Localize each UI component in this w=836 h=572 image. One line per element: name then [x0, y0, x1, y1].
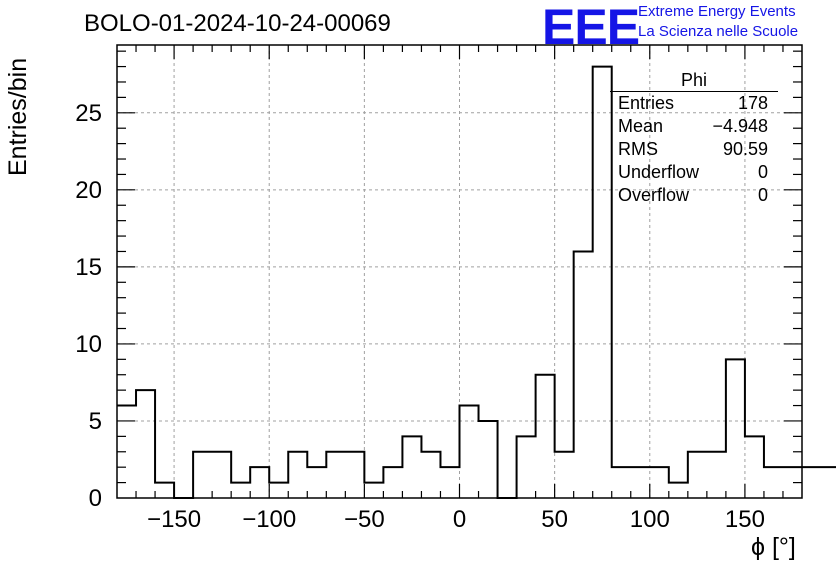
stats-box: Phi Entries 178 Mean −4.948 RMS 90.59 Un… — [610, 70, 778, 207]
eee-logo-caption-2: La Scienza nelle Scuole — [638, 23, 799, 40]
stats-row-overflow: Overflow 0 — [610, 184, 778, 207]
stats-label: Entries — [618, 93, 675, 113]
y-tick-label: 15 — [75, 254, 102, 281]
y-tick-label: 20 — [75, 177, 102, 204]
histogram-bin — [726, 359, 745, 498]
y-tick-label: 25 — [75, 100, 102, 127]
histogram-bin — [345, 452, 364, 498]
stats-title: Phi — [610, 70, 778, 92]
histogram-bin — [421, 452, 440, 498]
histogram-bin — [707, 452, 726, 498]
histogram-bin — [631, 467, 650, 498]
stats-value: 90.59 — [722, 139, 768, 159]
histogram-bin — [326, 452, 345, 498]
x-tick-label: −50 — [344, 506, 385, 533]
stats-label: Underflow — [618, 162, 700, 182]
ticks-layer — [117, 45, 802, 498]
stats-label: Mean — [618, 116, 664, 136]
stats-row-mean: Mean −4.948 — [610, 115, 778, 138]
stats-value: 0 — [757, 162, 768, 182]
stats-value: 0 — [757, 185, 768, 205]
y-axis-label: Entries/bin — [4, 57, 32, 176]
histogram-bin — [402, 436, 421, 498]
histogram-bin — [250, 467, 269, 498]
histogram-bin — [383, 467, 402, 498]
eee-logo: EEE — [542, 0, 640, 55]
stats-row-rms: RMS 90.59 — [610, 138, 778, 161]
x-tick-label: 50 — [541, 506, 568, 533]
histogram-bin — [745, 436, 764, 498]
x-tick-label: 150 — [725, 506, 765, 533]
x-tick-label: 0 — [453, 506, 466, 533]
histogram-bin — [460, 406, 479, 498]
histogram-bin — [688, 452, 707, 498]
eee-logo-caption-1: Extreme Energy Events — [638, 3, 796, 20]
run-title: BOLO-01-2024-10-24-00069 — [84, 10, 391, 37]
y-tick-label: 10 — [75, 331, 102, 358]
histogram-bin — [802, 467, 821, 498]
stats-label: RMS — [618, 139, 658, 159]
histogram-bin — [231, 483, 250, 498]
stats-row-underflow: Underflow 0 — [610, 161, 778, 184]
y-tick-label: 0 — [89, 485, 102, 512]
histogram-bin — [593, 67, 612, 498]
histogram-bin — [517, 436, 536, 498]
stats-row-entries: Entries 178 — [610, 92, 778, 115]
histogram-bin — [650, 467, 669, 498]
histogram-bin — [155, 483, 174, 498]
histogram-bin — [612, 467, 631, 498]
histogram-bin — [136, 390, 155, 498]
stats-label: Overflow — [618, 185, 690, 205]
histogram-bin — [212, 452, 231, 498]
grid-layer — [117, 45, 802, 498]
histogram-bin — [288, 452, 307, 498]
histogram-bin — [536, 375, 555, 498]
x-tick-label: −100 — [242, 506, 296, 533]
histogram-bin — [269, 483, 288, 498]
histogram-bin — [555, 452, 574, 498]
histogram-outline — [117, 65, 836, 499]
histogram-layer — [117, 65, 836, 499]
histogram-bin — [364, 483, 383, 498]
histogram-bin — [193, 452, 212, 498]
histogram-bin — [440, 467, 459, 498]
histogram-bin — [669, 483, 688, 498]
histogram-bin — [307, 467, 326, 498]
histogram-bin — [764, 467, 783, 498]
stats-value: −4.948 — [712, 116, 768, 136]
histogram-bin — [821, 467, 836, 498]
y-tick-label: 5 — [89, 408, 102, 435]
x-tick-label: −150 — [147, 506, 201, 533]
x-tick-label: 100 — [630, 506, 670, 533]
x-axis-label: ϕ [°] — [751, 533, 796, 561]
histogram-bin — [479, 421, 498, 498]
plot-frame — [116, 44, 803, 499]
histogram-bin — [574, 251, 593, 498]
stats-value: 178 — [737, 93, 768, 113]
tick-labels-layer: −150 −100 −50 0 50 100 150 0 5 10 15 20 25 — [75, 100, 765, 533]
